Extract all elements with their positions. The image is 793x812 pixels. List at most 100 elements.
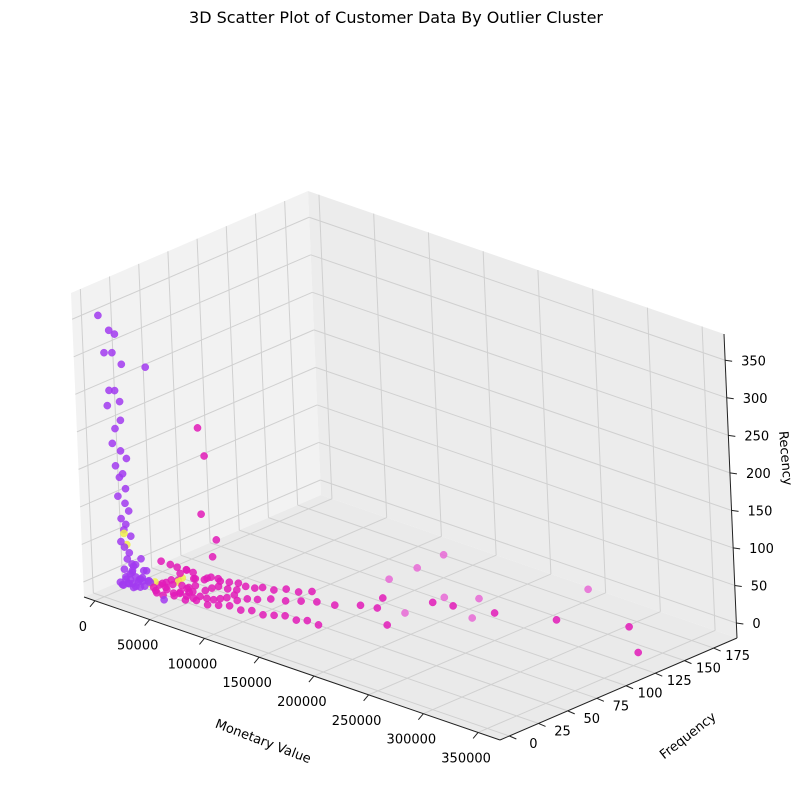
data-point <box>200 575 209 584</box>
data-point <box>241 582 250 591</box>
data-point <box>197 510 205 519</box>
data-point <box>115 473 124 482</box>
data-point <box>129 583 138 592</box>
data-point <box>203 594 211 603</box>
data-point <box>181 596 190 604</box>
grid-line-z-back <box>313 329 731 474</box>
data-point <box>428 598 437 607</box>
data-point <box>160 596 168 604</box>
data-point <box>378 594 387 602</box>
data-point <box>114 492 122 501</box>
x-tick-mark <box>417 713 424 720</box>
data-point <box>223 585 232 593</box>
chart-title: 3D Scatter Plot of Customer Data By Outl… <box>189 8 603 27</box>
z-tick-mark <box>729 472 738 475</box>
data-point <box>401 609 409 617</box>
data-point <box>209 595 218 604</box>
y-tick-label: 100 <box>638 687 663 702</box>
grid-line-y-floor <box>239 529 656 674</box>
data-point <box>108 348 116 357</box>
x-tick-label: 50000 <box>117 639 158 654</box>
x-tick-mark <box>472 732 479 739</box>
data-point <box>214 601 223 610</box>
grid-line-x-back <box>427 232 442 537</box>
data-point <box>234 579 243 588</box>
y-tick-label: 175 <box>725 649 750 664</box>
z-tick-label: 50 <box>751 579 768 594</box>
z-tick-label: 150 <box>748 504 773 519</box>
grid-line-z-back <box>312 291 729 436</box>
grid-line-z-back <box>310 254 727 399</box>
data-point <box>127 532 135 541</box>
data-point <box>294 588 303 596</box>
data-point <box>129 562 138 571</box>
data-point <box>166 560 175 569</box>
data-point <box>142 567 151 575</box>
pane-floor <box>84 495 737 740</box>
data-point <box>250 584 259 592</box>
grid-line-z-back <box>315 366 732 511</box>
grid-line-x-back <box>318 194 333 499</box>
grid-line-y-floor <box>122 579 539 724</box>
grid-line-x-floor <box>149 517 387 621</box>
data-point <box>193 424 202 432</box>
y-tick-mark <box>655 672 663 677</box>
grid-line-x-floor <box>368 592 606 696</box>
data-point <box>117 360 126 369</box>
data-point <box>167 576 176 584</box>
data-point <box>124 507 133 515</box>
data-point <box>282 585 291 593</box>
data-point <box>158 579 167 588</box>
data-point <box>94 311 102 320</box>
data-point <box>145 576 153 585</box>
grid-line-z-left <box>71 216 310 320</box>
data-point <box>475 594 483 603</box>
data-point <box>121 484 130 493</box>
y-tick-label: 125 <box>667 674 692 689</box>
data-point <box>385 575 393 584</box>
data-point <box>258 583 267 592</box>
data-point <box>115 397 124 406</box>
y-tick-label: 50 <box>583 712 600 727</box>
z-tick-label: 0 <box>752 617 760 632</box>
grid-line-y-left <box>284 201 299 506</box>
y-axis-line <box>499 637 738 741</box>
data-point <box>225 578 234 587</box>
data-point <box>120 529 128 538</box>
x-axis-label: Monetary Value <box>213 717 313 767</box>
data-point <box>119 581 128 589</box>
data-points <box>94 311 643 657</box>
data-point <box>121 499 129 508</box>
data-point <box>207 573 215 582</box>
grid-line-y-left <box>167 251 182 556</box>
data-point <box>137 555 145 563</box>
floor-pane <box>84 495 737 740</box>
grid-line-y-floor <box>268 517 685 662</box>
grid-line-z-back <box>320 479 737 624</box>
x-tick-mark <box>199 638 205 645</box>
data-point <box>223 593 231 602</box>
data-point <box>208 553 217 561</box>
z-tick-label: 250 <box>744 429 769 444</box>
grid-line-x-floor <box>204 535 442 639</box>
data-point <box>253 595 262 604</box>
data-point <box>270 611 278 620</box>
z-tick-label: 200 <box>746 467 771 482</box>
data-point <box>216 594 225 603</box>
z-axis-line <box>723 333 738 639</box>
grid-line-z-left <box>73 254 311 358</box>
data-point <box>122 454 131 463</box>
data-point <box>449 602 457 610</box>
data-point <box>192 596 201 605</box>
data-point <box>625 623 633 631</box>
data-point <box>292 616 301 624</box>
data-point <box>247 606 256 615</box>
z-tick-mark <box>733 547 741 550</box>
grid-line-y-floor <box>151 567 568 712</box>
y-tick-label: 75 <box>613 699 630 714</box>
data-point <box>236 606 245 614</box>
data-point <box>173 563 181 572</box>
grid-line-y-left <box>138 263 153 568</box>
data-point <box>123 555 132 563</box>
y-tick-mark <box>538 722 546 727</box>
